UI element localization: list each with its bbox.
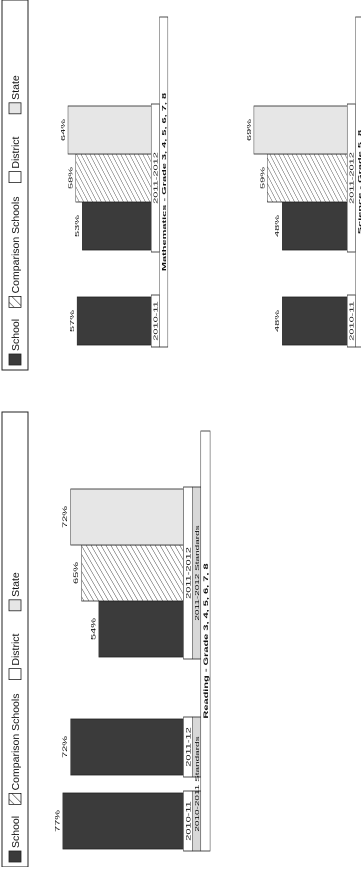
- data-label: 57%: [69, 310, 76, 332]
- legend: School Comparison Schools District State: [8, 75, 22, 366]
- data-label: 72%: [61, 506, 68, 528]
- chart-title: Reading - Grade 3, 4, 5, 6, 7, 8: [202, 563, 209, 718]
- bar-state: [253, 105, 348, 155]
- category-label: 2011-2012: [152, 152, 159, 204]
- bar-school: [98, 600, 184, 658]
- chart-title: Mathematics - Grade 3, 4, 5, 6, 7, 8: [161, 93, 168, 271]
- legend-label-school: School: [10, 319, 22, 351]
- legend-swatch-school: [8, 850, 22, 863]
- mathematics-chart: 57% 2010-11 53% 58% 64% 2011-2012 Mathematics …: [60, 16, 169, 348]
- data-label: 53%: [74, 215, 81, 237]
- legend-swatch-school: [8, 353, 22, 366]
- legend-label-district: District: [10, 136, 22, 168]
- category-label: 2010-11: [185, 801, 192, 841]
- bar-school: [76, 296, 152, 346]
- category-label: 2011-12: [185, 727, 192, 767]
- bar-school: [282, 296, 348, 346]
- standards-label: 2011-2012 Standards: [194, 525, 200, 620]
- legend-label-state: State: [10, 572, 22, 597]
- bar-school: [62, 792, 184, 850]
- reading-panel: School Comparison Schools District State 77…: [1, 411, 211, 868]
- category-label: 2011-2012: [185, 547, 192, 599]
- data-label: 69%: [246, 119, 253, 141]
- data-label: 48%: [274, 215, 281, 237]
- data-label: 65%: [72, 562, 79, 584]
- standards-label: 2010-2011 Standards: [194, 736, 200, 831]
- legend-label-state: State: [10, 75, 22, 100]
- data-label: 64%: [60, 119, 67, 141]
- bar-state: [67, 105, 152, 155]
- category-label: 2010-11: [152, 301, 159, 341]
- legend-label-comparison: Comparison Schools: [10, 197, 22, 294]
- title-box: [200, 430, 211, 852]
- title-box: [159, 16, 169, 348]
- legend-box: [1, 0, 29, 371]
- bar-comparison-schools: [267, 153, 348, 203]
- data-label: 58%: [67, 167, 74, 189]
- bar-school: [82, 201, 152, 251]
- legend-swatch-district: [8, 668, 22, 681]
- title-box: [355, 16, 361, 348]
- bar-comparison-schools: [81, 544, 184, 602]
- legend-swatch-comparison: [8, 296, 22, 308]
- data-label: 77%: [54, 810, 61, 832]
- bar-state: [70, 488, 184, 546]
- bar-school: [282, 201, 348, 251]
- chart-title: Science - Grade 5, 8: [357, 130, 361, 235]
- math-science-panel: School Comparison Schools District State 57…: [1, 0, 361, 371]
- legend-swatch-district: [8, 171, 22, 184]
- legend-label-school: School: [10, 816, 22, 848]
- legend-swatch-comparison: [8, 793, 22, 805]
- data-label: 72%: [61, 736, 68, 758]
- legend-label-district: District: [10, 633, 22, 665]
- category-label: 2011-2012: [348, 152, 355, 204]
- data-label: 54%: [90, 618, 97, 640]
- category-label: 2010-11: [348, 301, 355, 341]
- legend-label-comparison: Comparison Schools: [10, 694, 22, 791]
- legend: School Comparison Schools District State: [8, 572, 22, 863]
- bar-school: [70, 718, 184, 776]
- legend-swatch-state: [8, 599, 22, 612]
- legend-swatch-state: [8, 102, 22, 115]
- data-label: 48%: [274, 310, 281, 332]
- bar-comparison-schools: [75, 153, 152, 203]
- data-label: 59%: [259, 167, 266, 189]
